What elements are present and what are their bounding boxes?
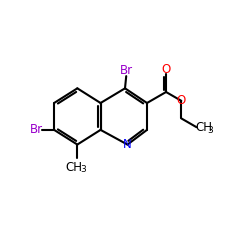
Text: N: N (123, 138, 132, 151)
Text: Br: Br (30, 124, 43, 136)
Text: O: O (162, 62, 171, 76)
Text: 3: 3 (208, 126, 213, 135)
Text: CH: CH (66, 161, 83, 174)
Text: 3: 3 (80, 166, 86, 174)
Text: Br: Br (120, 64, 133, 77)
Text: CH: CH (195, 121, 212, 134)
Text: O: O (177, 94, 186, 107)
